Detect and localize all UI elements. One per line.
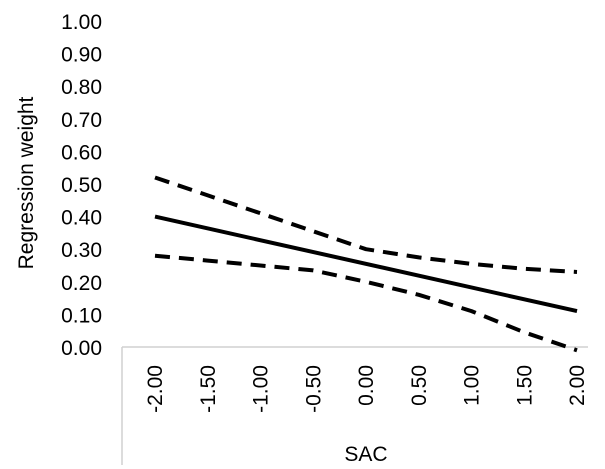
y-tick-label: 0.80 bbox=[61, 76, 102, 99]
x-tick-label: 0.00 bbox=[355, 365, 378, 406]
x-tick-label: 1.50 bbox=[513, 365, 536, 406]
x-tick-label: -0.50 bbox=[302, 365, 325, 413]
y-tick-label: 0.10 bbox=[61, 304, 102, 327]
y-tick-label: 0.30 bbox=[61, 239, 102, 262]
y-tick-label: 0.00 bbox=[61, 337, 102, 360]
y-tick-label: 0.60 bbox=[61, 141, 102, 164]
x-tick-label: 0.50 bbox=[408, 365, 431, 406]
x-tick-labels: -2.00 -1.50 -1.00 -0.50 0.00 0.50 1.00 1.50 2.00 bbox=[144, 365, 589, 413]
x-tick-label: -1.00 bbox=[250, 365, 273, 413]
x-axis-title: SAC bbox=[344, 443, 387, 466]
confidence-band-line-2 bbox=[154, 253, 578, 353]
x-tick-label: -2.00 bbox=[144, 365, 167, 413]
y-tick-label: 0.40 bbox=[61, 207, 102, 230]
y-tick-label: 1.00 bbox=[61, 11, 102, 34]
y-tick-label: 0.50 bbox=[61, 174, 102, 197]
x-tick-label: 1.00 bbox=[461, 365, 484, 406]
y-tick-label: 0.20 bbox=[61, 272, 102, 295]
confidence-band-line-1 bbox=[154, 175, 578, 274]
y-tick-labels: 0.00 0.10 0.20 0.30 0.40 0.50 0.60 0.70 0.80 0.90… bbox=[61, 11, 102, 360]
y-tick-label: 0.70 bbox=[61, 109, 102, 132]
y-tick-label: 0.90 bbox=[61, 44, 102, 67]
estimate-line bbox=[154, 214, 578, 314]
series-group bbox=[154, 175, 578, 353]
axes bbox=[121, 346, 588, 465]
x-tick-label: -1.50 bbox=[197, 365, 220, 413]
y-axis-title: Regression weight bbox=[15, 96, 38, 269]
x-tick-label: 2.00 bbox=[566, 365, 589, 406]
